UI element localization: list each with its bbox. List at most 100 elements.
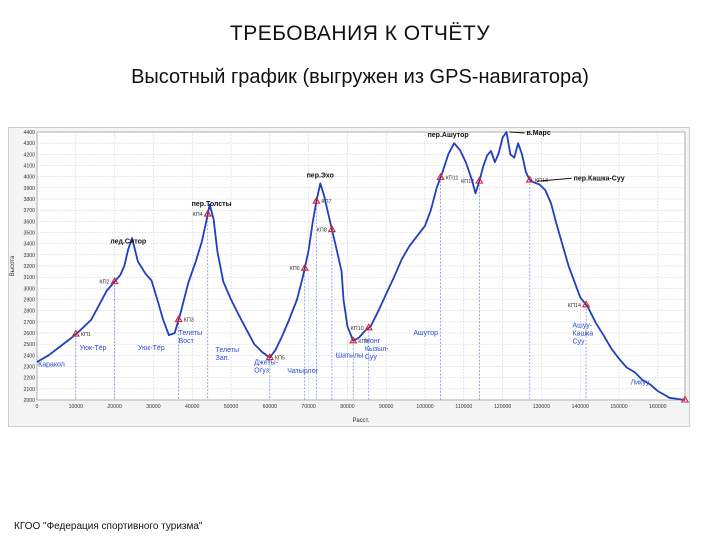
y-axis-label: Высота: [10, 255, 16, 276]
x-tick-label: 40000: [185, 404, 200, 410]
waypoint-marker: [525, 175, 534, 183]
waypoint-label: КП5: [275, 356, 285, 362]
waypoint-guides: [75, 177, 587, 400]
y-tick-label: 4200: [23, 152, 35, 158]
place-name-label: Нонг Кызыл-Суу: [365, 338, 389, 361]
peak-label: лед.Ситор: [110, 238, 146, 245]
y-tick-label: 2700: [23, 320, 35, 326]
place-name-line: Джеты-: [254, 359, 278, 366]
y-tick-label: 2200: [23, 376, 35, 382]
waypoint-marker: [174, 315, 183, 323]
waypoint-marker: [436, 172, 445, 180]
waypoint-marker: [680, 395, 690, 403]
y-tick-label: 3300: [23, 253, 35, 259]
place-name-line: Суу: [365, 354, 378, 361]
y-tick-label: 3100: [23, 275, 35, 281]
waypoint-label: КП7: [321, 199, 331, 205]
place-name-label: Уюк-Тёр: [138, 345, 165, 352]
place-name-label: Телеты Зап.: [215, 347, 239, 362]
place-name-line: Чатырлог: [287, 368, 318, 375]
x-tick-label: 140000: [572, 404, 589, 410]
x-tick-label: 10000: [69, 404, 84, 410]
y-tick-label: 2600: [23, 331, 35, 337]
place-name-line: Кызыл-: [365, 346, 389, 353]
slide-subtitle: Высотный график (выгружен из GPS-навигат…: [131, 66, 589, 88]
y-tick-label: 4400: [23, 130, 35, 136]
x-tick-label: 150000: [610, 404, 627, 410]
y-tick-label: 2300: [23, 365, 35, 371]
place-name-label: Чатырлог: [287, 368, 318, 375]
waypoint-marker: [203, 209, 212, 217]
y-tick-label: 3600: [23, 219, 35, 225]
peak-arrow: [536, 177, 572, 182]
y-tick-label: 3400: [23, 242, 35, 248]
place-name-label: Ашутор: [413, 330, 438, 337]
waypoint-marker: [475, 176, 484, 184]
waypoint-marker: [110, 277, 119, 285]
waypoint-label: КП1: [81, 332, 91, 338]
x-tick-label: 50000: [224, 404, 239, 410]
waypoint-marker: [349, 336, 358, 344]
y-tick-label: 3900: [23, 186, 35, 192]
waypoint-label: КП14: [568, 303, 581, 309]
y-tick-label: 2800: [23, 309, 35, 315]
peak-label: пер.Эхо: [307, 172, 334, 179]
place-name-line: Ашуу-: [572, 322, 592, 329]
x-tick-label: 70000: [301, 404, 316, 410]
place-name-label: Шатылы: [336, 353, 364, 360]
axis-ticks: 0 10000 20000 30000 40000 50000 60000 70000 8000…: [23, 130, 666, 410]
place-name-label: Каракол: [38, 362, 65, 369]
waypoint-label: КП6: [290, 266, 300, 272]
x-tick-label: 90000: [379, 404, 394, 410]
peak-label: пер.Ашутор: [428, 132, 469, 139]
place-name-line: Суу: [572, 338, 585, 345]
waypoint-label: КП8: [317, 228, 327, 234]
waypoint-marker: [364, 323, 373, 331]
y-tick-label: 2100: [23, 387, 35, 393]
y-tick-label: 3200: [23, 264, 35, 270]
place-name-label: Джеты-Огуз: [254, 359, 278, 374]
waypoint-marker: [581, 300, 591, 308]
elevation-chart: 0 10000 20000 30000 40000 50000 60000 70000 8000…: [10, 130, 703, 424]
waypoint-label: КП2: [99, 280, 109, 286]
y-tick-label: 2400: [23, 353, 35, 359]
x-tick-label: 100000: [416, 404, 433, 410]
waypoint-marker: [300, 263, 309, 271]
place-name-line: Огуз: [254, 367, 269, 374]
x-tick-label: 20000: [107, 404, 122, 410]
elevation-chart-frame: 0 10000 20000 30000 40000 50000 60000 70000 8000…: [8, 127, 703, 427]
peak-label: в.Марс: [527, 130, 551, 137]
place-name-line: Телеты: [215, 347, 239, 354]
y-tick-label: 4300: [23, 141, 35, 147]
y-tick-label: 4000: [23, 175, 35, 181]
place-name-line: Ликуу: [631, 379, 650, 386]
waypoint-label: КП10: [350, 326, 363, 332]
place-name-label: Ашуу-Кашка Суу: [572, 322, 593, 345]
x-tick-label: 0: [36, 404, 39, 410]
waypoint-marker: [71, 329, 80, 337]
y-tick-label: 3800: [23, 197, 35, 203]
place-name-line: Уюк-Тёр: [80, 345, 107, 352]
x-tick-label: 130000: [533, 404, 550, 410]
waypoint-label: КП11: [446, 175, 459, 181]
waypoint-markers: [71, 172, 690, 403]
waypoint-marker: [327, 224, 337, 233]
place-name-line: Телеты: [179, 330, 203, 337]
peak-label: пер.Кашка-Суу: [574, 175, 625, 182]
place-name-line: Ашутор: [413, 330, 438, 337]
place-name-line: Шатылы: [336, 353, 364, 360]
y-tick-label: 3000: [23, 286, 35, 292]
waypoint-label: КП9: [358, 339, 368, 345]
footer-organization: КГОО "Федерация спортивного туризма": [14, 521, 203, 532]
x-tick-label: 160000: [649, 404, 666, 410]
waypoint-label: КП3: [184, 318, 194, 324]
y-tick-label: 3500: [23, 231, 35, 237]
place-name-label: Телеты Вост: [179, 330, 203, 345]
waypoint-marker: [312, 196, 321, 204]
waypoint-label: КП4: [193, 212, 203, 218]
y-tick-label: 2000: [23, 398, 35, 404]
x-tick-label: 80000: [340, 404, 355, 410]
x-tick-label: 60000: [263, 404, 278, 410]
place-name-label: Ликуу: [631, 379, 650, 386]
